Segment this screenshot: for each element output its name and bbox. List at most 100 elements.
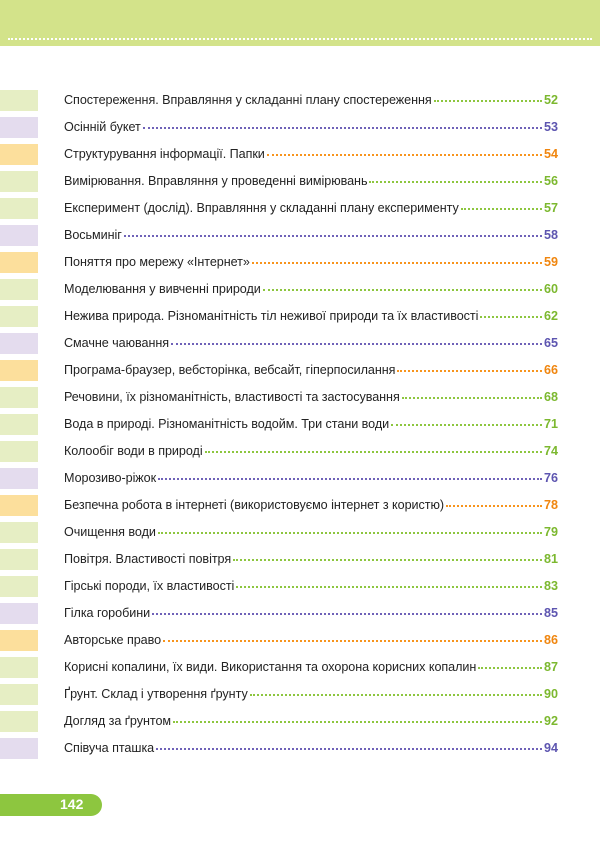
toc-color-marker [0,657,38,678]
toc-entry: Нежива природа. Різноманітність тіл нежи… [0,304,600,331]
toc-line: Авторське право 86 [64,633,558,647]
toc-entry: Догляд за ґрунтом 92 [0,709,600,736]
toc-dot-leader [163,640,542,642]
toc-entry: Експеримент (дослід). Вправляння у склад… [0,196,600,223]
toc-dot-leader [397,370,542,372]
toc-color-marker [0,684,38,705]
toc-dot-leader [446,505,542,507]
toc-page-number: 71 [543,417,558,431]
toc-dot-leader [266,154,542,156]
toc-line: Експеримент (дослід). Вправляння у склад… [64,201,558,215]
toc-title: Морозиво-ріжок [64,471,157,485]
toc-dot-leader [251,262,542,264]
toc-line: Корисні копалини, їх види. Використання … [64,660,558,674]
toc-entry: Безпечна робота в інтернеті (використову… [0,493,600,520]
page-number: 142 [60,796,84,812]
toc-color-marker [0,252,38,273]
toc-page-number: 59 [543,255,558,269]
toc-line: Восьминіг 58 [64,228,558,242]
toc-dot-leader [152,613,542,615]
toc-color-marker [0,117,38,138]
toc-line: Спостереження. Вправляння у складанні пл… [64,93,558,107]
toc-page-number: 92 [543,714,558,728]
toc-entry: Смачне чаювання 65 [0,331,600,358]
toc-title: Догляд за ґрунтом [64,714,172,728]
toc-color-marker [0,306,38,327]
toc-entry: Колообіг води в природі 74 [0,439,600,466]
toc-title: Гірські породи, їх властивості [64,579,235,593]
toc-line: Повітря. Властивості повітря 81 [64,552,558,566]
toc-page-number: 65 [543,336,558,350]
toc-title: Ґрунт. Склад і утворення ґрунту [64,687,248,701]
toc-title: Структурування інформації. Папки [64,147,265,161]
toc-page-number: 53 [543,120,558,134]
toc-title: Очищення води [64,525,156,539]
toc-page-number: 62 [543,309,558,323]
toc-title: Гілка горобини [64,606,151,620]
toc-line: Догляд за ґрунтом 92 [64,714,558,728]
toc-color-marker [0,171,38,192]
toc-page-number: 79 [543,525,558,539]
toc-line: Смачне чаювання 65 [64,336,558,350]
toc-line: Очищення води 79 [64,525,558,539]
toc-entry: Структурування інформації. Папки 54 [0,142,600,169]
toc-line: Нежива природа. Різноманітність тіл нежи… [64,309,558,323]
toc-title: Безпечна робота в інтернеті (використову… [64,498,445,512]
toc-color-marker [0,90,38,111]
toc-dot-leader [173,721,542,723]
toc-dot-leader [123,235,542,237]
toc-color-marker [0,495,38,516]
toc-page-number: 56 [543,174,558,188]
toc-line: Моделювання у вивченні природи 60 [64,282,558,296]
toc-page-number: 90 [543,687,558,701]
toc-entry: Вода в природі. Різноманітність водойм. … [0,412,600,439]
toc-color-marker [0,549,38,570]
toc-title: Спостереження. Вправляння у складанні пл… [64,93,432,107]
toc-page-number: 76 [543,471,558,485]
toc-line: Ґрунт. Склад і утворення ґрунту 90 [64,687,558,701]
toc-line: Програма-браузер, вебсторінка, вебсайт, … [64,363,558,377]
toc-color-marker [0,387,38,408]
toc-entry: Корисні копалини, їх види. Використання … [0,655,600,682]
toc-dot-leader [204,451,542,453]
toc-title: Співуча пташка [64,741,155,755]
toc-page-number: 78 [543,498,558,512]
toc-page-number: 58 [543,228,558,242]
toc-title: Осінній букет [64,120,141,134]
toc-line: Вода в природі. Різноманітність водойм. … [64,417,558,431]
toc-page-number: 83 [543,579,558,593]
toc-page-number: 54 [543,147,558,161]
toc-line: Морозиво-ріжок 76 [64,471,558,485]
toc-entry: Гірські породи, їх властивості 83 [0,574,600,601]
toc-color-marker [0,198,38,219]
toc-page-number: 66 [543,363,558,377]
toc-entry: Авторське право 86 [0,628,600,655]
toc-dot-leader [171,343,542,345]
toc-color-marker [0,414,38,435]
toc-line: Безпечна робота в інтернеті (використову… [64,498,558,512]
toc-line: Осінній букет 53 [64,120,558,134]
toc-color-marker [0,225,38,246]
toc-line: Гілка горобини 85 [64,606,558,620]
toc-dot-leader [157,532,542,534]
toc-color-marker [0,738,38,759]
toc-dot-leader [391,424,542,426]
toc-page-number: 52 [543,93,558,107]
toc-entry: Речовини, їх різноманітність, властивост… [0,385,600,412]
toc-line: Структурування інформації. Папки 54 [64,147,558,161]
toc-color-marker [0,360,38,381]
toc-entry: Вимірювання. Вправляння у проведенні вим… [0,169,600,196]
toc-title: Експеримент (дослід). Вправляння у склад… [64,201,459,215]
toc-title: Вода в природі. Різноманітність водойм. … [64,417,390,431]
toc-title: Восьминіг [64,228,122,242]
toc-entry: Поняття про мережу «Інтернет» 59 [0,250,600,277]
toc-entry: Гілка горобини 85 [0,601,600,628]
toc-line: Речовини, їх різноманітність, властивост… [64,390,558,404]
toc-entry: Ґрунт. Склад і утворення ґрунту 90 [0,682,600,709]
toc-dot-leader [158,478,542,480]
toc-line: Співуча пташка 94 [64,741,558,755]
toc-dot-leader [460,208,542,210]
toc-color-marker [0,441,38,462]
toc-dot-leader [142,127,542,129]
toc-dot-leader [478,667,542,669]
